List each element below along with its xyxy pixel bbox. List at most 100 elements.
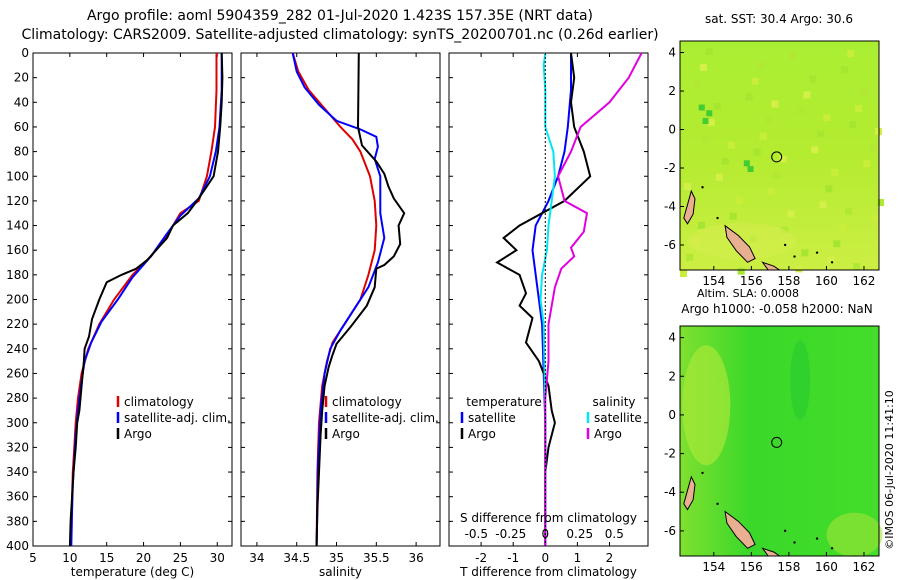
salinity-xtick-label: 36 — [408, 551, 423, 565]
depth-tick-label: 160 — [6, 243, 29, 257]
temperature-xtick-label: 5 — [29, 551, 37, 565]
sla-map-xtick-label: 160 — [815, 560, 838, 574]
temperature-xtick-label: 10 — [62, 551, 77, 565]
depth-tick-label: 340 — [6, 465, 29, 479]
sla-map-xtick-label: 156 — [740, 560, 763, 574]
map-islet — [701, 471, 704, 475]
sst-map-cell — [697, 221, 705, 229]
sla-map-xtick-label: 158 — [777, 560, 800, 574]
map-islet — [815, 537, 819, 540]
temperature-legend-label: satellite-adj. clim. — [124, 411, 231, 425]
sla-map-xtick-label: 154 — [702, 560, 725, 574]
sst-map-cell — [693, 79, 701, 87]
map-islet — [716, 216, 719, 220]
sst-map-frame — [679, 40, 880, 271]
diff-x2tick-label: 0.25 — [566, 527, 593, 541]
sst-map-cell — [707, 118, 715, 126]
differences-xtick-label: -2 — [475, 551, 487, 565]
sst-map-ytick-label: 2 — [668, 84, 676, 98]
sst-map-xtick-label: 160 — [815, 274, 838, 288]
sst-map-cell — [702, 117, 709, 124]
sst-map-panel — [680, 41, 885, 277]
diff-legend-temperature-title: temperature — [466, 395, 541, 409]
temperature-legend-label: Argo — [124, 427, 152, 441]
sst-map-cell — [845, 208, 853, 216]
depth-tick-label: 100 — [6, 169, 29, 183]
diff-legend-label: Argo — [468, 427, 496, 441]
diff-x2tick-label: 0.5 — [605, 527, 624, 541]
depth-tick-label: 380 — [6, 514, 29, 528]
sst-map-cell — [863, 160, 871, 168]
argo-position-marker — [771, 436, 783, 448]
salinity-xtick-label: 34.5 — [283, 551, 310, 565]
salinity-xtick-label: 35.5 — [363, 551, 390, 565]
depth-tick-label: 60 — [14, 120, 29, 134]
sst-map-cell — [743, 160, 750, 167]
sst-map-cell — [839, 224, 847, 232]
sst-map-cell — [713, 102, 721, 110]
sst-map-cell — [705, 47, 713, 55]
sst-map-cell — [737, 267, 745, 275]
depth-tick-label: 240 — [6, 342, 29, 356]
temperature-series-satellite-adj-clim- — [70, 53, 223, 547]
sst-map-cell — [841, 66, 849, 74]
depth-tick-label: 200 — [6, 293, 29, 307]
salinity-legend-label: Argo — [332, 427, 360, 441]
diff-legend-label: Argo — [594, 427, 622, 441]
sst-map-cell — [683, 182, 691, 190]
sst-map-cell — [811, 146, 819, 154]
sla-map-xtick-label: 162 — [853, 560, 876, 574]
sst-map-cell — [779, 155, 787, 163]
sst-map-xtick-label: 158 — [777, 274, 800, 288]
sst-map-cell — [803, 91, 811, 99]
differences-series-t-argo — [495, 52, 592, 546]
sla-map-ytick-label: -4 — [664, 485, 676, 499]
depth-tick-label: 300 — [6, 416, 29, 430]
sst-map-cell — [827, 256, 835, 264]
depth-tick-label: 220 — [6, 317, 29, 331]
sst-map-cell — [759, 132, 767, 140]
sst-map-cell — [735, 196, 743, 204]
sla-map-ytick-label: 4 — [668, 331, 676, 345]
sst-map-cell — [797, 107, 805, 115]
sla-map-title-line-2: Argo h1000: -0.058 h2000: NaN — [681, 302, 873, 316]
sst-map-cell — [765, 116, 773, 124]
sst-map-ytick-label: -6 — [664, 238, 676, 252]
sst-map-ytick-label: -4 — [664, 199, 676, 213]
diff-x2label: S difference from climatology — [460, 511, 637, 525]
depth-tick-label: 360 — [6, 490, 29, 504]
sst-map-cell — [855, 105, 863, 113]
diff-legend-label: satellite — [468, 411, 516, 425]
sst-map-ytick-label: -2 — [664, 161, 676, 175]
sst-map-cell — [706, 110, 713, 117]
temperature-xtick-label: 15 — [99, 551, 114, 565]
sla-map-high-patch — [826, 512, 883, 557]
map-islet — [783, 243, 787, 247]
diff-legend-label: satellite — [594, 411, 642, 425]
temperature-series-climatology — [69, 53, 218, 547]
differences-series-s-argo — [544, 52, 643, 546]
temperature-xlabel: temperature (deg C) — [71, 565, 194, 579]
map-islet — [783, 529, 787, 533]
differences-xtick-label: -1 — [507, 551, 519, 565]
differences-xlabel: T difference from climatology — [459, 565, 637, 579]
sla-map-ytick-label: -2 — [664, 447, 676, 461]
sst-map-cell — [853, 263, 861, 271]
map-islet — [815, 251, 819, 254]
sst-map-cell — [727, 141, 735, 149]
salinity-series-satellite-adj-clim- — [291, 52, 386, 547]
sst-map-cell — [699, 63, 707, 71]
sst-map-cell — [849, 121, 857, 129]
sst-map-cell — [767, 187, 775, 195]
sst-map-cell — [817, 130, 825, 138]
map-land — [683, 189, 696, 225]
salinity-xlabel: salinity — [319, 565, 362, 579]
sst-map-xtick-label: 154 — [702, 274, 725, 288]
map-land — [724, 224, 756, 263]
sst-map-cell — [701, 134, 709, 142]
diff-x2tick-label: -0.25 — [495, 527, 526, 541]
depth-tick-label: 40 — [14, 95, 29, 109]
temperature-xtick-label: 30 — [210, 551, 225, 565]
sla-map-title-line-1: Altim. SLA: 0.0008 — [697, 287, 799, 300]
